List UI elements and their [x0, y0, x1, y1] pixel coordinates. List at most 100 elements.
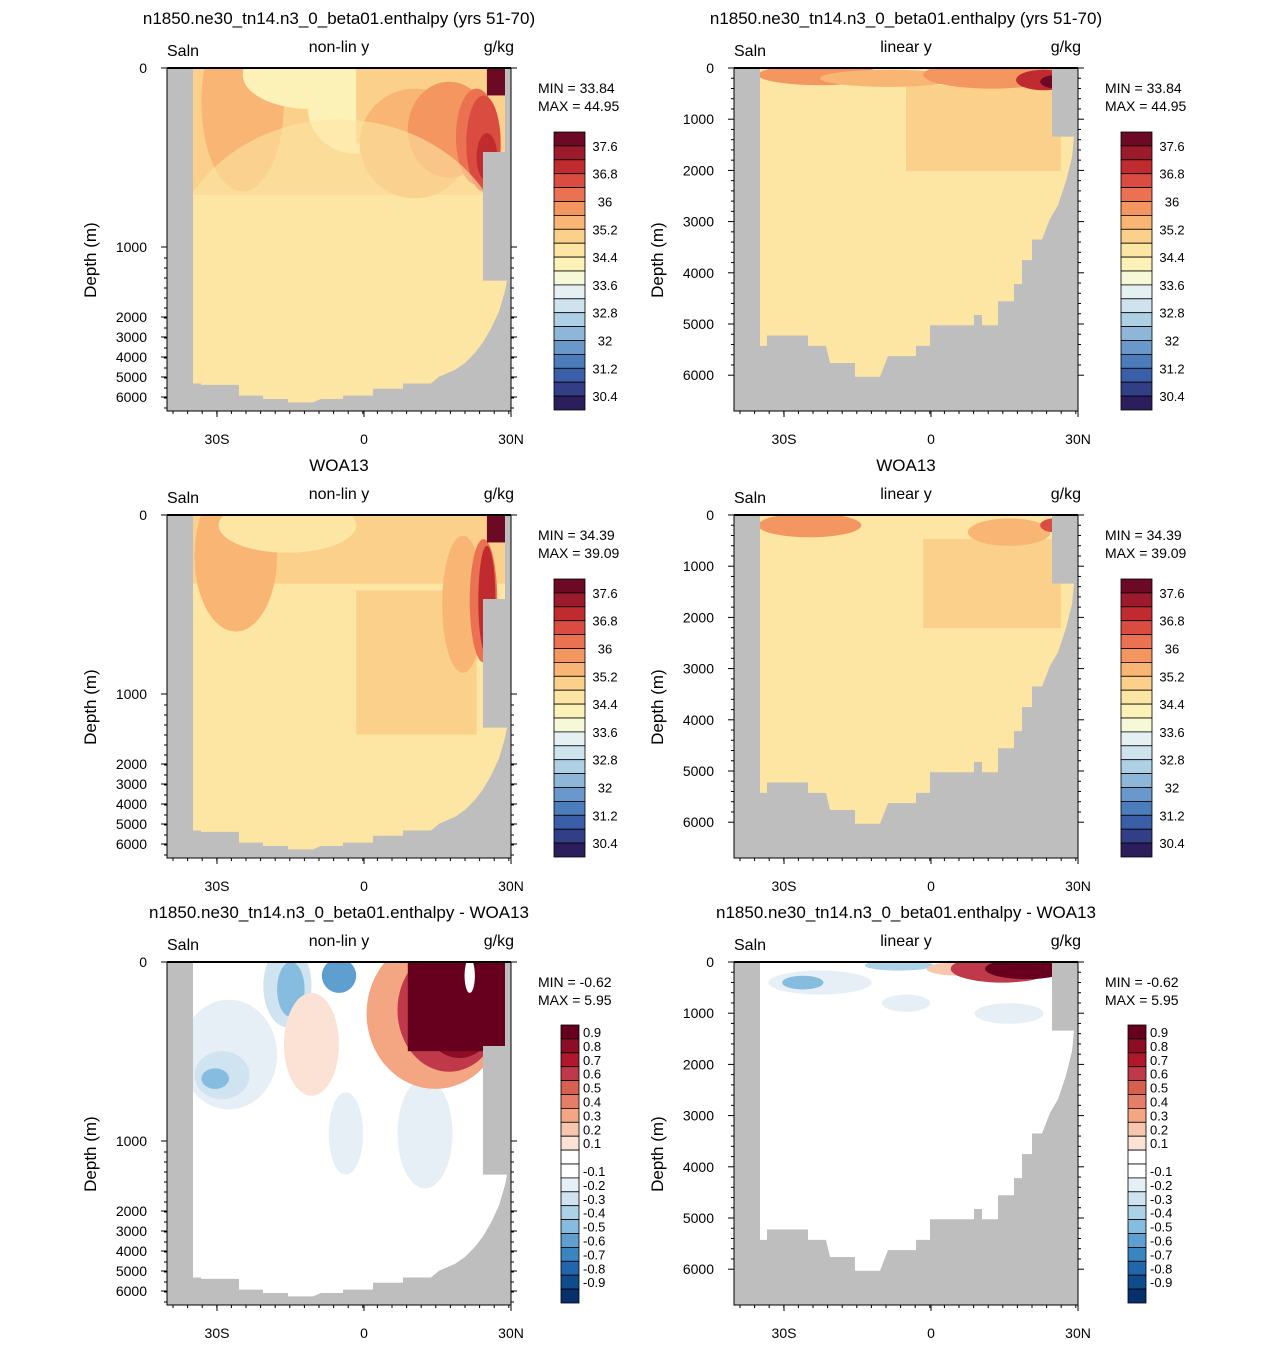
colorbar-swatch	[553, 395, 586, 411]
colorbar-swatch	[553, 201, 586, 216]
panel-left-label: Saln	[167, 490, 199, 507]
x-tick-label: 0	[360, 878, 368, 894]
panel-obs_linear: WOA13 Saln linear y g/kg 0 1000 2000 3000 4000 50…	[648, 456, 1187, 894]
colorbar-label: 30.4	[1159, 836, 1184, 851]
colorbar-label: 32	[1165, 781, 1179, 796]
x-tick-label: 0	[360, 1325, 368, 1341]
contour-band	[464, 962, 475, 993]
colorbar-label: 0.3	[583, 1108, 601, 1123]
colorbar-label: 32	[598, 334, 612, 349]
colorbar-swatch	[553, 787, 586, 802]
colorbar-label: 33.6	[1159, 725, 1184, 740]
contour-band	[923, 539, 1061, 629]
colorbar-swatch	[560, 1149, 580, 1165]
panel-title: n1850.ne30_tn14.n3_0_beta01.enthalpy (yr…	[143, 9, 535, 28]
max-value: MAX = 39.09	[538, 545, 620, 561]
panel-title: WOA13	[876, 456, 936, 475]
colorbar-label: -0.3	[1150, 1192, 1172, 1207]
y-tick-label: 1000	[683, 558, 714, 574]
contour-band	[820, 69, 958, 87]
contour-band	[201, 1068, 229, 1089]
colorbar-swatch	[1120, 395, 1153, 411]
colorbar-swatch	[1127, 1219, 1147, 1234]
colorbar-swatch	[1120, 326, 1153, 341]
land-mask	[167, 962, 511, 1305]
y-tick-label: 6000	[683, 1261, 714, 1277]
panel-center-label: linear y	[880, 933, 932, 950]
colorbar-label: 32.8	[1159, 753, 1184, 768]
colorbar-swatch	[1127, 1066, 1147, 1081]
colorbar-swatch	[553, 340, 586, 355]
colorbar-label: -0.6	[1150, 1233, 1172, 1248]
colorbar-swatch	[1120, 228, 1153, 244]
colorbar-swatch	[553, 242, 586, 258]
x-tick-label: 30S	[772, 1325, 797, 1341]
contour-field	[734, 962, 1078, 1305]
colorbar-swatch	[560, 1108, 580, 1123]
colorbar-swatch	[1120, 745, 1153, 761]
y-tick-label: 5000	[116, 1263, 147, 1279]
colorbar: 37.6 36.8 36 35.2 34.4 33.6 32.8 32 31.2 30.4	[553, 578, 618, 858]
contour-band	[218, 515, 357, 553]
panel-left-label: Saln	[734, 490, 766, 507]
colorbar-label: -0.1	[1150, 1164, 1172, 1179]
y-tick-label: 3000	[683, 1108, 714, 1124]
colorbar-label: 36	[1165, 642, 1179, 657]
max-value: MAX = 39.09	[1105, 545, 1187, 561]
min-value: MIN = 33.84	[538, 80, 615, 96]
colorbar-label: 32.8	[1159, 306, 1184, 321]
y-tick-label: 2000	[116, 309, 147, 325]
colorbar-swatch	[1127, 1233, 1147, 1248]
colorbar-label: 32.8	[592, 753, 617, 768]
colorbar-swatch	[553, 214, 586, 230]
x-tick-label: 30S	[205, 1325, 230, 1341]
colorbar-swatch	[553, 731, 586, 747]
contour-band	[194, 515, 278, 632]
y-tick-label: 0	[706, 507, 714, 523]
colorbar-swatch	[560, 1080, 580, 1095]
panel-diff_linear: n1850.ne30_tn14.n3_0_beta01.enthalpy - W…	[648, 903, 1179, 1341]
colorbar-label: 0.7	[583, 1053, 601, 1068]
min-value: MIN = 33.84	[1105, 80, 1182, 96]
y-tick-label: 3000	[116, 1223, 147, 1239]
y-tick-label: 3000	[683, 214, 714, 230]
colorbar-label: 0.6	[583, 1067, 601, 1082]
colorbar-swatch	[553, 592, 586, 608]
contour-band	[328, 1092, 364, 1175]
colorbar-label: -0.3	[583, 1192, 605, 1207]
max-value: MAX = 44.95	[1105, 98, 1187, 114]
colorbar-swatch	[553, 759, 586, 775]
colorbar-swatch	[553, 606, 586, 622]
y-tick-label: 0	[139, 507, 147, 523]
contour-band	[864, 962, 934, 971]
colorbar-swatch	[1120, 284, 1153, 300]
y-tick-label: 4000	[116, 349, 147, 365]
colorbar-swatch	[553, 703, 586, 719]
colorbar-label: 0.4	[1150, 1094, 1168, 1109]
colorbar-swatch	[1120, 703, 1153, 719]
colorbar-swatch	[553, 814, 586, 830]
panel-obs_nonlin: WOA13 Saln non-lin y g/kg 0 1000 2000 3000 4000 5…	[81, 456, 620, 894]
colorbar-swatch	[1120, 842, 1153, 858]
y-tick-label: 2000	[116, 756, 147, 772]
colorbar-swatch	[1120, 717, 1153, 733]
colorbar-label: 31.2	[592, 361, 617, 376]
colorbar-swatch	[1120, 578, 1153, 594]
x-tick-label: 0	[927, 878, 935, 894]
colorbar: 37.6 36.8 36 35.2 34.4 33.6 32.8 32 31.2 30.4	[1120, 578, 1185, 858]
colorbar-swatch	[560, 1038, 580, 1054]
colorbar-swatch	[1120, 620, 1153, 636]
colorbar-swatch	[553, 773, 586, 788]
contour-band	[782, 975, 824, 990]
colorbar-swatch	[553, 662, 586, 677]
colorbar-swatch	[560, 1121, 580, 1137]
colorbar-swatch	[1120, 592, 1153, 608]
colorbar-swatch	[1120, 801, 1153, 816]
y-tick-label: 4000	[116, 796, 147, 812]
panel-units-label: g/kg	[1051, 486, 1081, 503]
panel-center-label: non-lin y	[309, 486, 369, 503]
colorbar-swatch	[553, 367, 586, 383]
colorbar-swatch	[553, 578, 586, 594]
x-tick-label: 0	[927, 431, 935, 447]
